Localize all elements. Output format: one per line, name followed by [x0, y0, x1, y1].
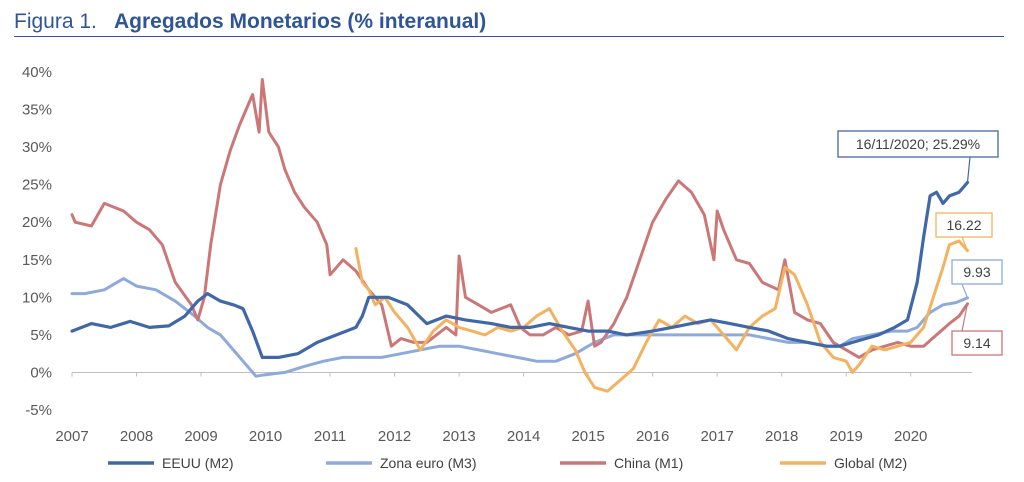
figure-number: Figura 1. [14, 10, 97, 33]
x-tick-label: 2016 [636, 428, 669, 445]
y-tick-label: 20% [22, 214, 52, 231]
chart-title: Agregados Monetarios (% interanual) [114, 10, 487, 33]
callout-leader [961, 236, 969, 251]
x-tick-label: 2020 [894, 428, 927, 445]
y-tick-label: 10% [22, 289, 52, 306]
x-tick-label: 2011 [314, 428, 346, 445]
callout-label: 9.93 [963, 264, 990, 280]
y-tick-label: 35% [22, 102, 52, 119]
x-tick-label: 2018 [765, 428, 798, 445]
callout-label: 16/11/2020; 25.29% [856, 136, 980, 152]
legend-label: Zona euro (M3) [380, 455, 476, 471]
callout-leader [961, 303, 969, 332]
legend-label: EEUU (M2) [162, 455, 234, 471]
callout-box [951, 330, 1003, 356]
x-tick-label: 2007 [55, 428, 88, 445]
callout-leader [961, 283, 969, 299]
chart-callouts: 16/11/2020; 25.29% 16.22 9.93 9.14 [837, 130, 1003, 356]
y-tick-label: 0% [30, 364, 52, 381]
x-tick-label: 2017 [700, 428, 733, 445]
chart-series [70, 78, 970, 393]
series-line-1 [70, 180, 970, 359]
y-tick-label: 40% [22, 64, 52, 81]
legend-label: China (M1) [614, 455, 683, 471]
y-tick-label: -5% [25, 402, 52, 419]
x-tick-label: 2014 [507, 428, 540, 445]
x-tick-label: 2009 [184, 428, 217, 445]
x-tick-label: 2019 [830, 428, 863, 445]
x-tick-label: 2012 [378, 428, 411, 445]
callout-box [935, 212, 993, 238]
callout-leader [966, 156, 971, 183]
legend-label: Global (M2) [834, 455, 907, 471]
series-line-4 [354, 239, 969, 393]
callout-box [837, 130, 999, 158]
x-tick-label: 2013 [442, 428, 475, 445]
y-tick-label: 30% [22, 139, 52, 156]
chart-legend: EEUU (M2) Zona euro (M3) China (M1) Global … [108, 455, 907, 471]
series-line-3 [70, 78, 969, 359]
x-tick-label: 2010 [249, 428, 282, 445]
y-tick-label: 25% [22, 177, 52, 194]
x-tick-label: 2015 [571, 428, 604, 445]
y-tick-label: 15% [22, 252, 52, 269]
callout-label: 9.14 [963, 335, 990, 351]
chart-axes: 40% 35% 30% 25% 20% 15% 10% 5% 0% -5%2007 2008 2009… [22, 64, 972, 445]
figure-header: Figura 1. Agregados Monetarios (% intera… [14, 6, 1004, 37]
x-tick-label: 2008 [120, 428, 153, 445]
callout-box [951, 259, 1003, 285]
callout-label: 16.22 [946, 217, 981, 233]
y-tick-label: 5% [30, 327, 52, 344]
